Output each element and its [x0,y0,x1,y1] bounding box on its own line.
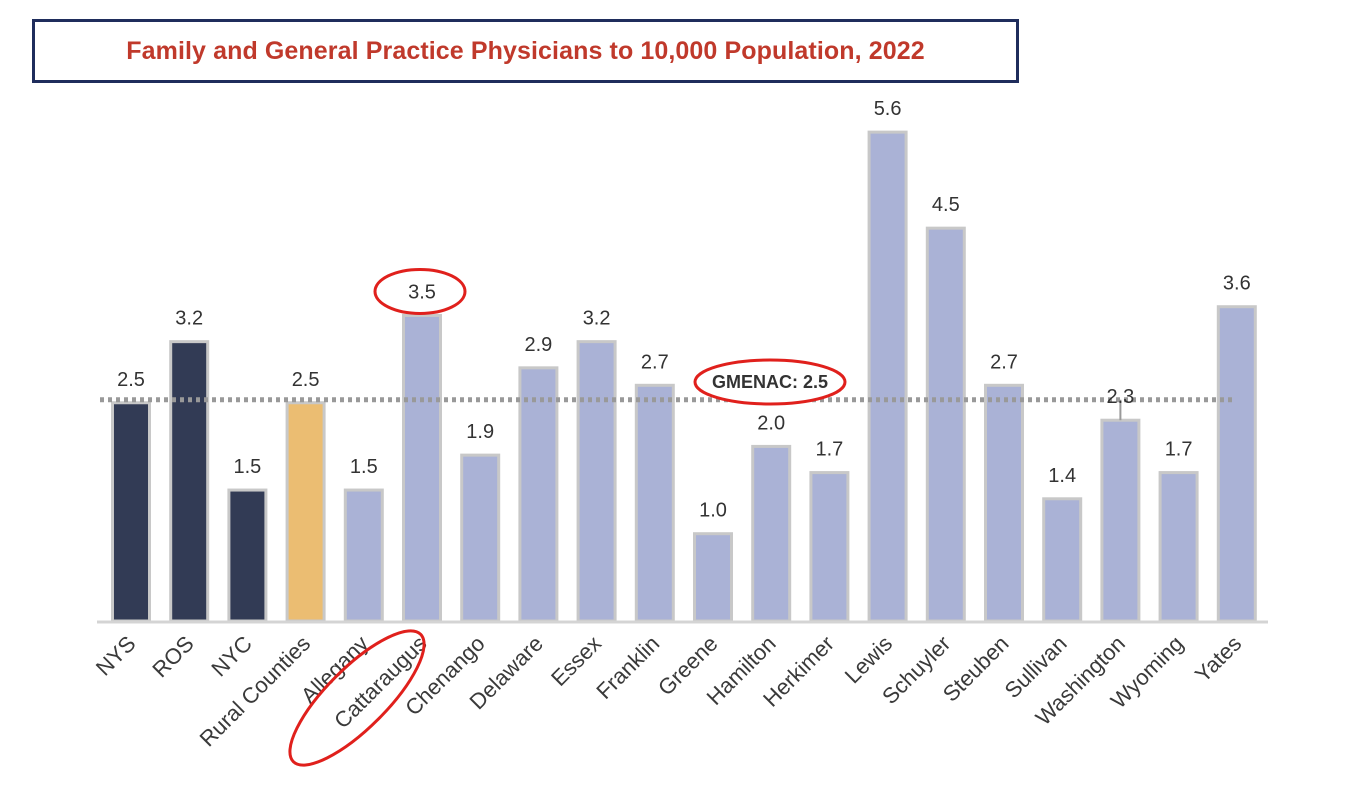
bar-cattaraugus [402,313,442,623]
bar-steuben [984,383,1024,623]
bar-chenango [460,453,501,623]
bar-schuyler [925,226,966,623]
value-label: 1.7 [1165,439,1193,461]
value-label: 1.7 [815,439,843,461]
bar-yates [1216,305,1257,623]
bar-nyc [227,488,268,623]
tick-label: ROS [147,631,198,682]
reference-line-label: GMENAC: 2.5 [712,372,828,392]
value-label: 2.7 [990,351,1018,373]
value-label: 1.5 [350,456,378,478]
value-label: 1.4 [1048,465,1076,487]
value-label: 4.5 [932,194,960,216]
value-label: 5.6 [874,98,902,120]
tick-label: Franklin [591,631,664,704]
chart-title-box: Family and General Practice Physicians t… [32,19,1019,83]
bar-delaware [518,366,559,623]
value-label: 2.0 [757,412,785,434]
value-label: 2.5 [292,369,320,391]
tick-label: NYS [91,631,141,681]
bar-ros [169,340,210,623]
bar-essex [576,340,617,623]
value-label: 2.5 [117,369,145,391]
bar-hamilton [751,444,792,623]
tick-label: Steuben [938,631,1014,707]
value-highlight-ellipse [373,267,467,315]
value-label: 2.3 [1106,386,1134,408]
bar-rural-counties [285,401,326,623]
value-label: 3.6 [1223,273,1251,295]
tick-label: Yates [1190,631,1246,687]
value-label: 1.5 [233,456,261,478]
bar-wyoming [1158,471,1199,623]
bar-washington [1100,418,1141,623]
value-label: 3.2 [175,308,203,330]
bar-greene [693,532,733,623]
value-label: 3.5 [408,281,436,303]
chart-title: Family and General Practice Physicians t… [126,36,925,65]
value-label: 2.7 [641,351,669,373]
reference-label-highlight [693,358,847,406]
bar-allegany [343,488,384,623]
tick-label: NYC [206,631,257,682]
bar-lewis [867,130,908,623]
bar-nys [111,401,151,623]
value-label: 2.9 [524,334,552,356]
bar-franklin [634,383,675,623]
value-label: 1.9 [466,421,494,443]
bar-sullivan [1042,497,1083,623]
value-label: 1.0 [699,500,727,522]
value-label: 3.2 [583,308,611,330]
bar-herkimer [809,471,850,623]
category-highlight-ellipse [288,629,426,767]
